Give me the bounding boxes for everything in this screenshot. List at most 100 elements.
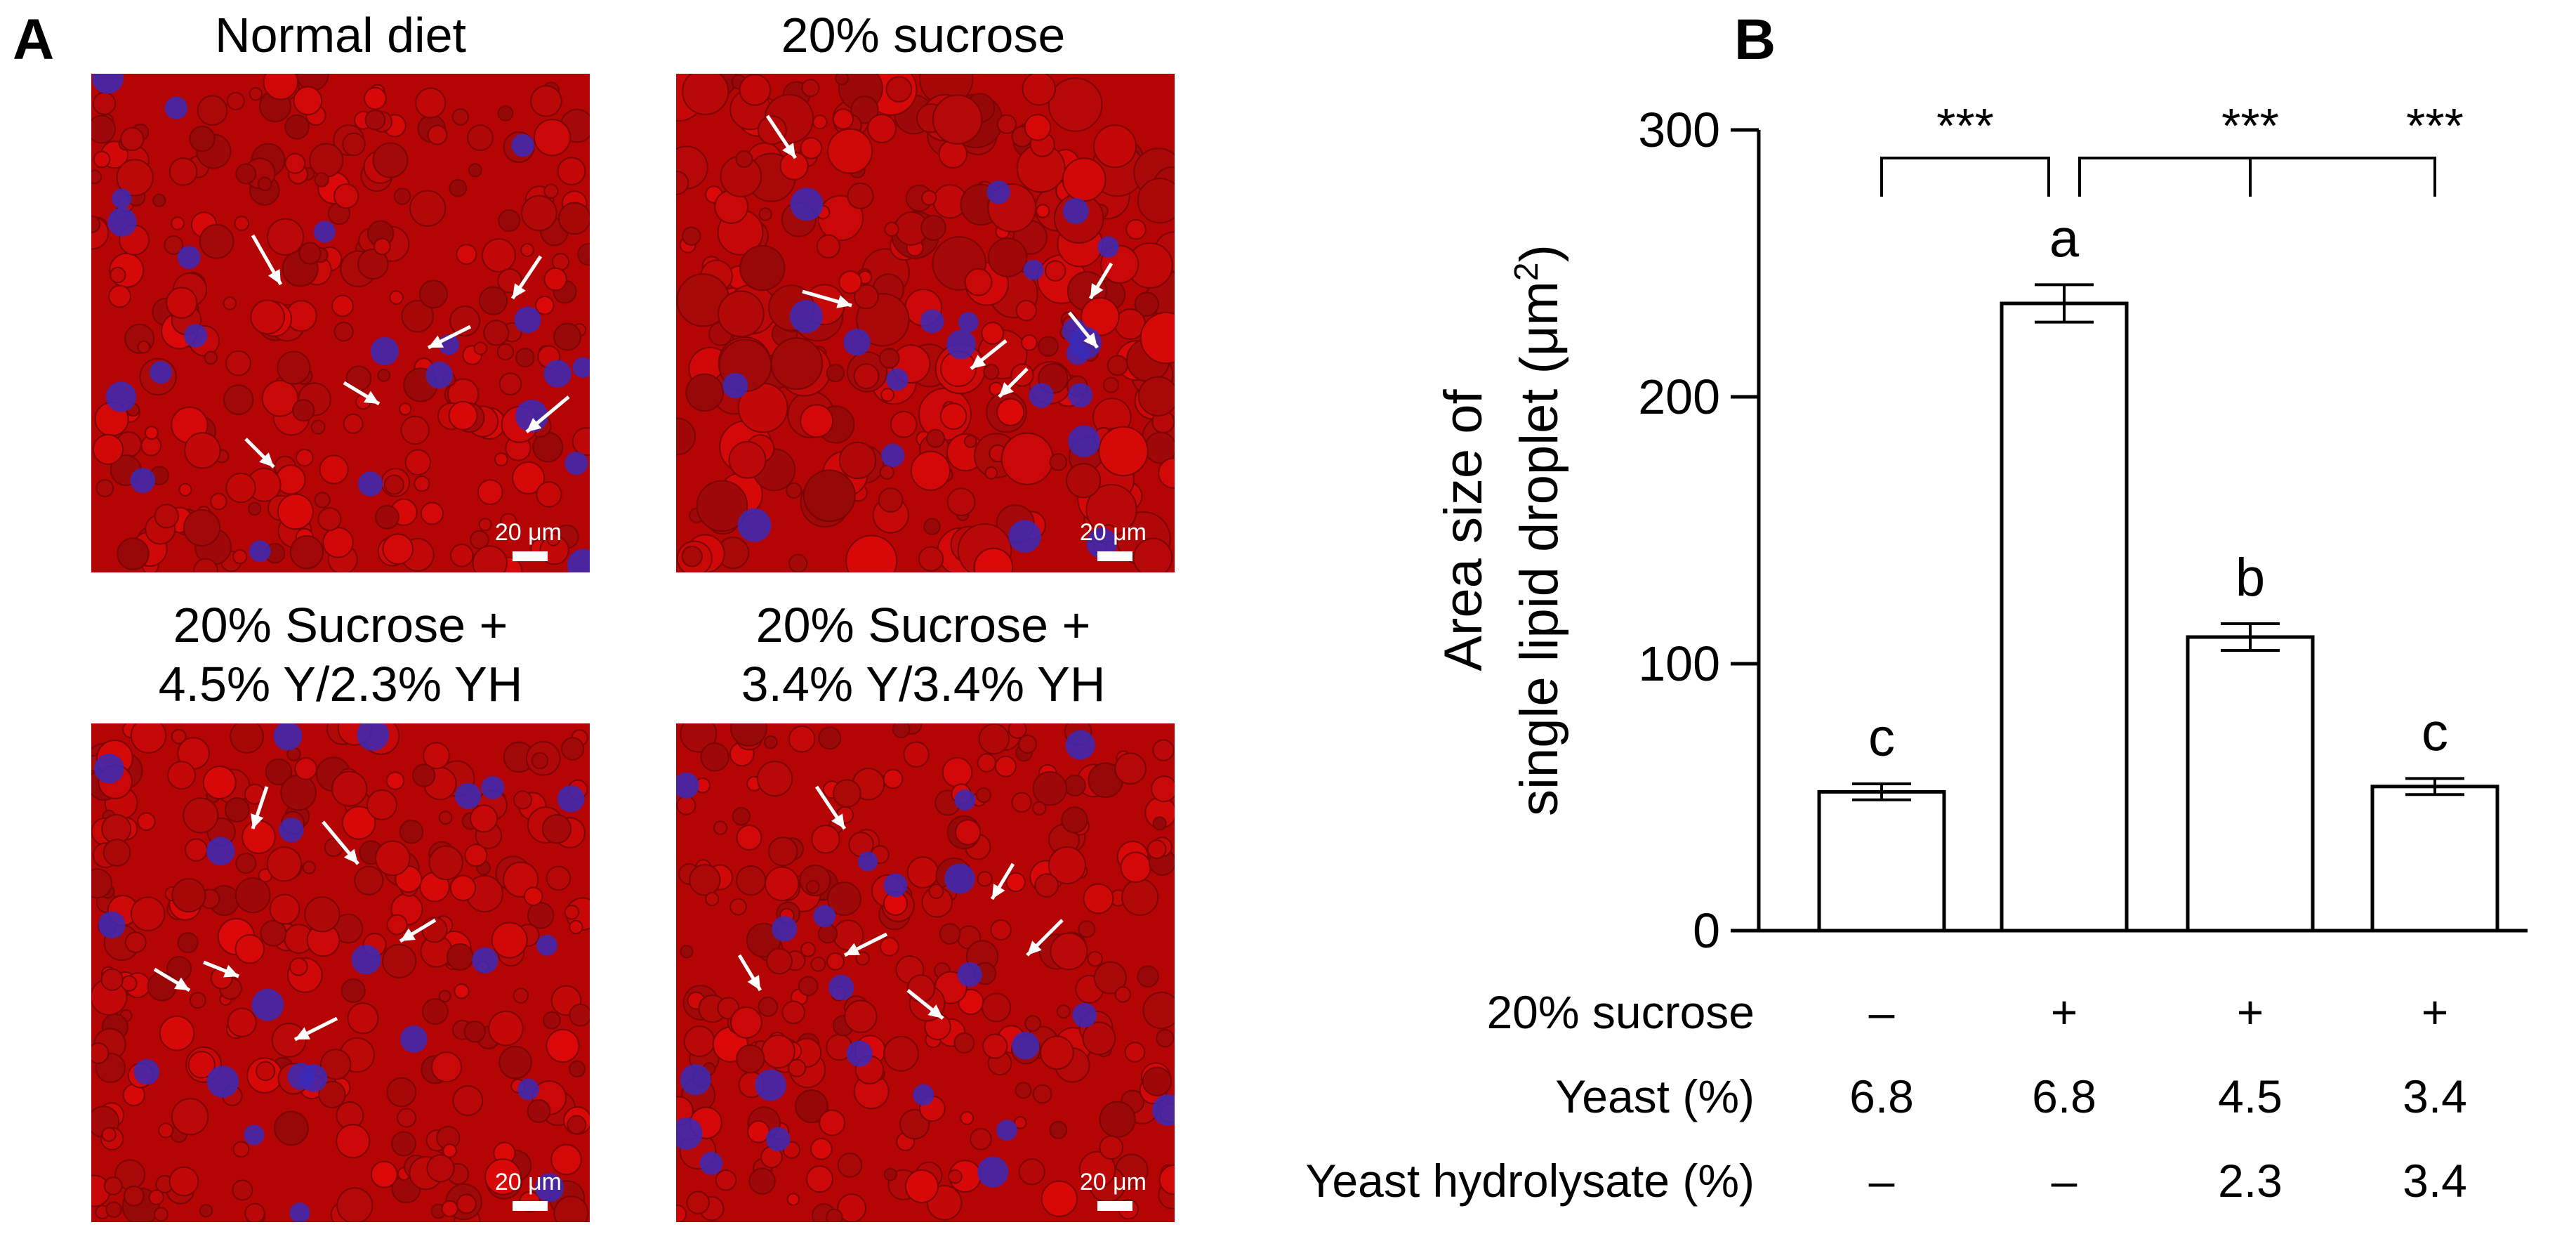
lipid-droplet [883, 1035, 919, 1072]
lipid-droplet [284, 152, 306, 174]
lipid-droplet [826, 363, 845, 383]
lipid-droplet [879, 936, 899, 957]
nucleus [112, 188, 132, 209]
lipid-droplet [421, 998, 449, 1025]
lipid-droplet [553, 322, 582, 351]
lipid-droplet [477, 479, 503, 506]
lipid-droplet [904, 1169, 939, 1204]
lipid-droplet [546, 865, 572, 891]
nucleus [535, 1173, 564, 1202]
lipid-droplet [284, 114, 310, 140]
lipid-droplet [418, 280, 448, 309]
nucleus [1086, 527, 1118, 559]
lipid-droplet [1024, 1015, 1041, 1032]
nucleus [98, 911, 126, 939]
lipid-droplet [184, 432, 221, 469]
lipid-droplet [844, 999, 878, 1033]
lipid-droplet [781, 1000, 805, 1025]
row-label-sucrose: 20% sucrose [1486, 986, 1755, 1038]
lipid-droplet [700, 742, 729, 772]
lipid-droplet [374, 504, 399, 530]
scale-bar-label: 20 μm [1079, 1169, 1147, 1195]
lipid-droplet [553, 1195, 589, 1222]
lipid-droplet [521, 195, 557, 232]
lipid-droplet [1048, 846, 1086, 884]
nucleus [357, 471, 383, 497]
arrow-head [174, 977, 190, 990]
arrow-head [259, 452, 274, 467]
lipid-droplet [883, 768, 904, 789]
lipid-droplet [199, 223, 235, 259]
lipid-droplet [682, 226, 701, 246]
lipid-droplet [920, 214, 946, 241]
lipid-droplet [735, 150, 753, 168]
lipid-droplet [289, 957, 308, 976]
lipid-droplet [1066, 463, 1102, 499]
lipid-droplet [569, 1003, 590, 1027]
lipid-droplet [786, 1193, 800, 1206]
scale-bar [513, 1201, 548, 1211]
lipid-droplet [373, 237, 391, 256]
lipid-droplet [845, 535, 898, 572]
lipid-droplet [947, 1169, 963, 1184]
nucleus [755, 1069, 786, 1101]
nucleus [244, 1124, 265, 1146]
lipid-droplet [819, 1109, 846, 1136]
lipid-droplet [1013, 1116, 1027, 1129]
lipid-droplet [274, 1110, 309, 1146]
arrow-head [836, 295, 852, 308]
nucleus [676, 772, 699, 799]
lipid-droplet [169, 1166, 199, 1197]
lipid-droplet [164, 235, 184, 255]
lipid-droplet [964, 268, 993, 296]
lipid-droplet [183, 797, 219, 834]
lipid-droplet [1081, 296, 1120, 336]
lipid-droplet [473, 341, 488, 355]
nucleus [676, 1117, 703, 1150]
image-title-sucrose: 20% sucrose [781, 8, 1066, 63]
lipid-droplet [166, 287, 198, 319]
lipid-droplet [370, 1160, 398, 1188]
lipid-droplet [420, 501, 444, 525]
lipid-droplet [811, 825, 840, 854]
lipid-droplet [572, 427, 590, 457]
nucleus [279, 818, 304, 843]
lipid-droplet [541, 813, 572, 844]
lipid-droplet [932, 94, 983, 145]
lipid-droplet [310, 419, 326, 435]
nucleus [543, 360, 572, 388]
lipid-droplet [939, 402, 967, 430]
lipid-droplet [400, 415, 430, 445]
nucleus [206, 837, 235, 866]
lipid-droplet [560, 737, 585, 761]
lipid-droplet [199, 1204, 213, 1218]
arrow-head [251, 813, 264, 829]
scale-bar-label: 20 μm [494, 519, 562, 546]
lipid-droplet [375, 840, 411, 877]
lipid-droplet [788, 725, 816, 753]
lipid-droplet [686, 1191, 710, 1214]
lipid-droplet [921, 190, 937, 206]
lipid-droplet [223, 384, 254, 415]
lipid-droplet [415, 87, 447, 119]
lipid-droplet [137, 340, 151, 354]
lipid-droplet [364, 109, 386, 131]
lipid-droplet [364, 86, 387, 110]
cell-sucrose-3: + [2236, 986, 2264, 1038]
significance-bracket [1880, 157, 2050, 197]
lipid-droplet [739, 74, 772, 106]
lipid-droplet [452, 1085, 484, 1116]
lipid-droplet [1032, 771, 1067, 806]
y-tick-label: 300 [1638, 103, 1720, 157]
lipid-droplet [984, 466, 998, 480]
lipid-droplet [428, 845, 464, 881]
lipid-droplet [91, 868, 113, 899]
lipid-droplet [152, 193, 166, 207]
bar [2370, 785, 2499, 933]
lipid-droplet [187, 1051, 216, 1079]
nucleus [572, 357, 590, 378]
arrow-head [999, 382, 1014, 397]
arrow-head [831, 813, 845, 829]
lipid-droplet [137, 812, 156, 831]
lipid-droplet [249, 86, 263, 101]
